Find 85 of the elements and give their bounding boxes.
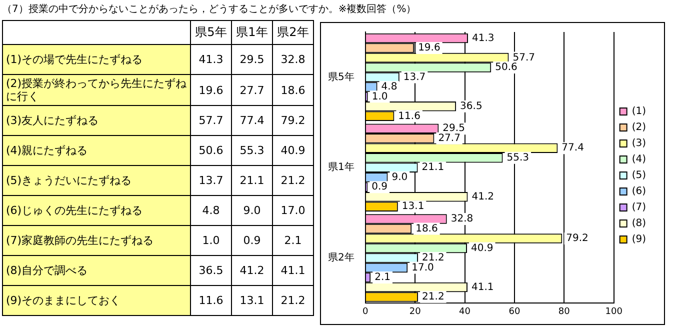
text: (6)じゅくの先生にたずねる (2, 196, 190, 226)
data-label: 13.1 (402, 201, 424, 212)
data-label: 36.5 (460, 101, 482, 112)
data-label: 79.2 (566, 233, 588, 244)
text: 27.7 (240, 84, 264, 96)
category-label: 県1年 (236, 25, 268, 39)
text: 4.8 (202, 204, 220, 217)
text: （7）授業の中で分からないことがあったら，どうすることが多いですか。※複数回答（%） (2, 2, 416, 16)
data-label: 50.6 (495, 62, 518, 74)
data-label: 55.3 (506, 152, 530, 164)
text: 1.0 (202, 234, 220, 247)
text: 19.6 (198, 84, 224, 96)
text: 36.5 (198, 264, 224, 277)
text: 0.9 (243, 234, 261, 247)
data-label: 41.1 (471, 282, 494, 293)
data-label: 32.8 (450, 214, 474, 225)
x-tick-label: 0 (362, 306, 368, 317)
x-tick-label: 40 (459, 306, 471, 317)
data-label: 40.9 (470, 242, 494, 254)
text: 9.0 (243, 204, 261, 217)
text: (4)親にたずねる (2, 136, 190, 166)
data-label: 21.2 (422, 292, 444, 303)
text: (9)そのままにしておく (2, 286, 190, 316)
text: 77.4 (240, 114, 264, 127)
data-label: 27.7 (438, 132, 460, 144)
text: 21.1 (240, 174, 264, 187)
x-tick-label: 100 (605, 306, 623, 317)
data-label: 13.7 (403, 72, 426, 83)
legend-label: (9) (632, 234, 646, 246)
x-tick-label: 20 (409, 306, 422, 317)
category-label: 県2年 (277, 25, 309, 39)
data-label: 1.0 (372, 91, 388, 102)
text: 57.7 (198, 114, 224, 127)
category-label: 県5年 (195, 25, 227, 39)
text: 55.3 (240, 144, 264, 157)
data-label: 4.8 (381, 82, 398, 93)
text: (7)家庭教師の先生にたずねる (2, 226, 190, 256)
text: 50.6 (198, 144, 224, 157)
x-tick-label: 80 (558, 306, 570, 317)
data-label: 77.4 (562, 142, 584, 154)
legend-label: (8) (632, 218, 646, 230)
x-tick-label: 60 (508, 306, 520, 317)
y-tick-label: 県5年 (328, 70, 354, 83)
text: (8)自分で調べる (2, 256, 190, 286)
legend-label: (2) (632, 122, 646, 134)
data-label: 21.2 (422, 252, 444, 264)
text: 41.1 (280, 264, 306, 277)
text: 41.3 (198, 53, 224, 66)
data-label: 0.9 (372, 182, 388, 193)
y-tick-label: 県1年 (328, 161, 354, 174)
text: 13.1 (240, 294, 264, 307)
text: 18.6 (280, 84, 306, 96)
legend-label: (5) (632, 170, 646, 182)
text: 11.6 (198, 294, 224, 307)
text: 21.2 (280, 174, 306, 187)
legend-label: (7) (632, 202, 646, 214)
data-label: 21.1 (422, 162, 444, 174)
data-label: 9.0 (392, 172, 408, 183)
text: 2.1 (284, 234, 302, 247)
data-label: 41.2 (472, 191, 494, 202)
data-label: 11.6 (398, 110, 420, 122)
data-label: 18.6 (416, 223, 438, 234)
text: (2)授業が終わってから先生にたずねに行く (2, 74, 190, 106)
legend-label: (1) (632, 106, 646, 118)
data-label: 41.3 (472, 32, 494, 44)
legend-label: (4) (632, 154, 646, 166)
text: 40.9 (280, 144, 306, 157)
data-label: 17.0 (412, 262, 434, 274)
data-label: 19.6 (418, 42, 440, 54)
text: (1)その場で先生にたずねる (2, 44, 190, 74)
legend-label: (3) (632, 138, 646, 150)
data-label: 57.7 (512, 52, 535, 64)
legend-label: (6) (632, 186, 646, 198)
data-label: 29.5 (442, 123, 465, 134)
text: 79.2 (280, 114, 306, 127)
text: (3)友人にたずねる (2, 106, 190, 136)
text: 29.5 (240, 53, 264, 66)
text: 41.2 (240, 264, 264, 277)
text: (5)きょうだいにたずねる (2, 166, 190, 196)
data-label: 2.1 (374, 272, 390, 284)
text: 21.2 (280, 294, 306, 307)
y-tick-label: 県2年 (328, 252, 354, 264)
text: 13.7 (198, 174, 224, 187)
text: 17.0 (280, 204, 306, 217)
text: 32.8 (280, 53, 306, 66)
